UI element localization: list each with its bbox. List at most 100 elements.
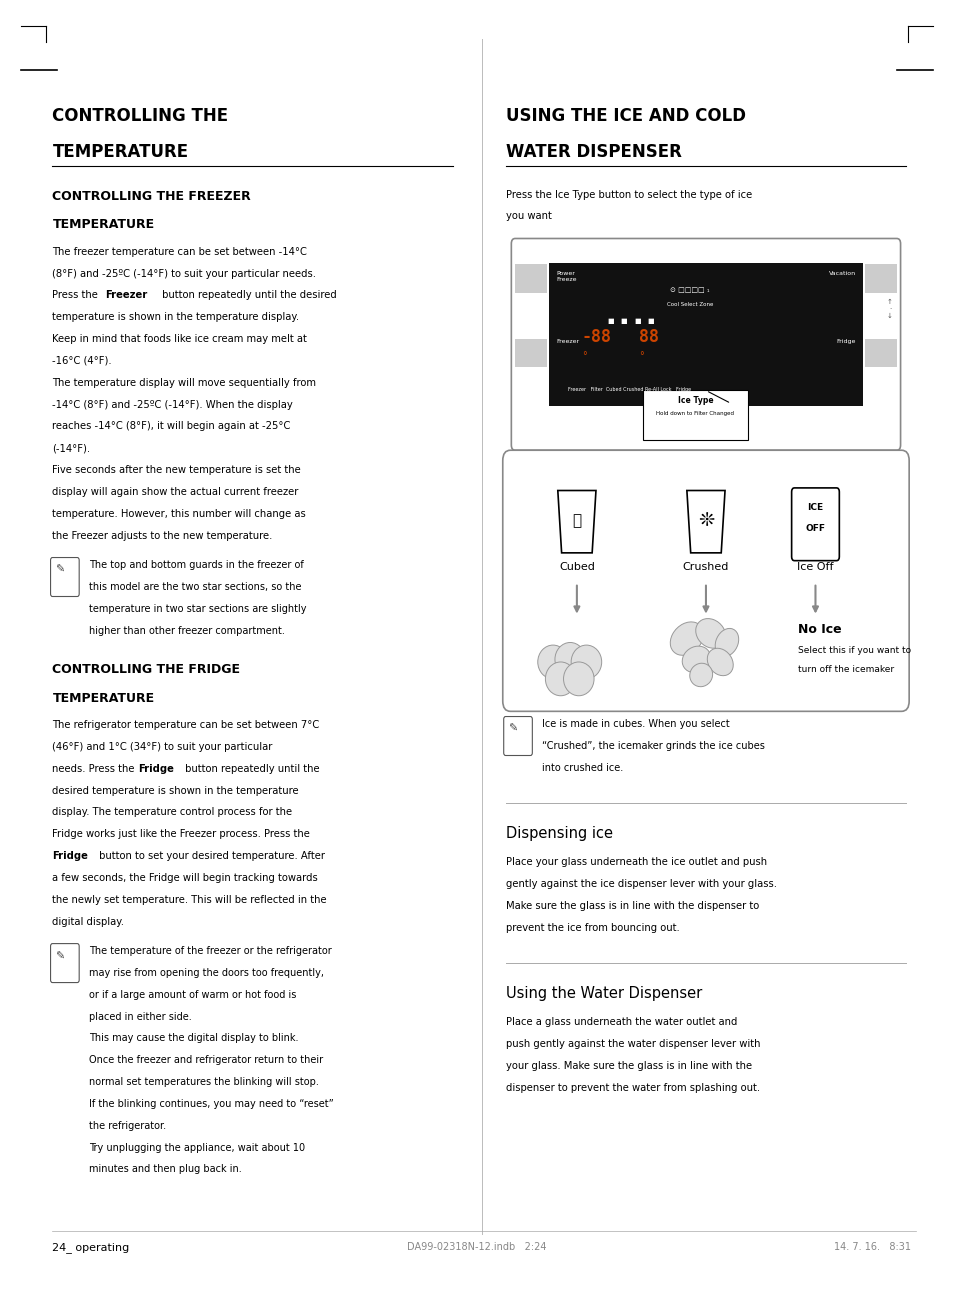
Text: Select this if you want to: Select this if you want to [798,647,910,656]
Text: DA99-02318N-12.indb   2:24: DA99-02318N-12.indb 2:24 [407,1242,546,1252]
Ellipse shape [670,622,702,655]
Text: dispenser to prevent the water from splashing out.: dispenser to prevent the water from spla… [505,1083,759,1092]
Text: temperature in two star sections are slightly: temperature in two star sections are sli… [89,604,306,613]
Text: this model are the two star sections, so the: this model are the two star sections, so… [89,582,301,592]
Text: reaches -14°C (8°F), it will begin again at -25°C: reaches -14°C (8°F), it will begin again… [52,421,291,431]
Ellipse shape [545,662,576,696]
Text: The refrigerator temperature can be set between 7°C: The refrigerator temperature can be set … [52,720,319,730]
Text: Press the Ice Type button to select the type of ice: Press the Ice Type button to select the … [505,190,751,200]
FancyBboxPatch shape [511,239,900,451]
Ellipse shape [537,646,568,679]
Text: Place a glass underneath the water outlet and: Place a glass underneath the water outle… [505,1017,737,1028]
Text: Once the freezer and refrigerator return to their: Once the freezer and refrigerator return… [89,1055,322,1065]
Text: The top and bottom guards in the freezer of: The top and bottom guards in the freezer… [89,560,303,570]
Text: button to set your desired temperature. After: button to set your desired temperature. … [96,851,325,861]
Text: WATER DISPENSER: WATER DISPENSER [505,143,680,161]
Text: OFF: OFF [804,523,824,533]
FancyBboxPatch shape [503,717,532,756]
Text: ❊: ❊ [697,511,714,530]
Text: ■: ■ [620,318,626,323]
Text: Freezer: Freezer [556,339,578,343]
Text: (-14°F).: (-14°F). [52,443,91,453]
Text: Keep in mind that foods like ice cream may melt at: Keep in mind that foods like ice cream m… [52,334,307,344]
Text: Make sure the glass is in line with the dispenser to: Make sure the glass is in line with the … [505,902,758,911]
Text: ICE: ICE [806,503,822,512]
Text: The temperature of the freezer or the refrigerator: The temperature of the freezer or the re… [89,946,331,956]
Text: “Crushed”, the icemaker grinds the ice cubes: “Crushed”, the icemaker grinds the ice c… [541,740,764,751]
Text: TEMPERATURE: TEMPERATURE [52,143,189,161]
Text: 14. 7. 16.   8:31: 14. 7. 16. 8:31 [833,1242,910,1252]
Text: a few seconds, the Fridge will begin tracking towards: a few seconds, the Fridge will begin tra… [52,873,318,883]
Ellipse shape [571,646,601,679]
Text: the Freezer adjusts to the new temperature.: the Freezer adjusts to the new temperatu… [52,530,273,540]
Text: digital display.: digital display. [52,917,124,926]
Text: prevent the ice from bouncing out.: prevent the ice from bouncing out. [505,922,679,933]
Ellipse shape [695,618,725,648]
Text: ⊙ □□□□ ₁: ⊙ □□□□ ₁ [670,287,709,292]
Text: into crushed ice.: into crushed ice. [541,763,622,773]
Text: Five seconds after the new temperature is set the: Five seconds after the new temperature i… [52,465,301,475]
Text: TEMPERATURE: TEMPERATURE [52,691,154,704]
Ellipse shape [706,648,733,675]
Text: your glass. Make sure the glass is in line with the: your glass. Make sure the glass is in li… [505,1061,751,1070]
Text: needs. Press the: needs. Press the [52,764,138,774]
Text: No Ice: No Ice [798,624,841,637]
Text: the newly set temperature. This will be reflected in the: the newly set temperature. This will be … [52,895,327,904]
Ellipse shape [563,662,594,696]
Text: CONTROLLING THE FRIDGE: CONTROLLING THE FRIDGE [52,662,240,675]
Text: °: ° [639,352,643,361]
Text: ■: ■ [647,318,653,323]
Text: the refrigerator.: the refrigerator. [89,1121,166,1130]
Text: -14°C (8°F) and -25ºC (-14°F). When the display: -14°C (8°F) and -25ºC (-14°F). When the … [52,400,293,409]
Text: The freezer temperature can be set between -14°C: The freezer temperature can be set betwe… [52,247,307,257]
Bar [864,265,896,294]
Text: gently against the ice dispenser lever with your glass.: gently against the ice dispenser lever w… [505,879,776,889]
Bar [864,339,896,368]
Text: Fridge: Fridge [836,339,855,343]
Bar [548,264,862,407]
Text: temperature is shown in the temperature display.: temperature is shown in the temperature … [52,312,299,322]
Text: desired temperature is shown in the temperature: desired temperature is shown in the temp… [52,786,299,795]
Text: The temperature display will move sequentially from: The temperature display will move sequen… [52,378,316,387]
Text: CONTROLLING THE FREEZER: CONTROLLING THE FREEZER [52,190,251,203]
Ellipse shape [689,664,712,687]
FancyBboxPatch shape [51,943,79,982]
Ellipse shape [681,646,710,673]
Text: ✎: ✎ [55,565,65,575]
Text: -16°C (4°F).: -16°C (4°F). [52,356,112,366]
FancyBboxPatch shape [791,488,839,561]
Text: Hold down to Filter Changed: Hold down to Filter Changed [656,412,734,416]
Text: ↑
·
↓: ↑ · ↓ [885,299,891,318]
Text: display. The temperature control process for the: display. The temperature control process… [52,808,293,817]
Text: or if a large amount of warm or hot food is: or if a large amount of warm or hot food… [89,990,295,1000]
Text: push gently against the water dispenser lever with: push gently against the water dispenser … [505,1039,760,1050]
Text: 24_ operating: 24_ operating [52,1242,130,1252]
Bar [515,339,546,368]
Text: you want: you want [505,212,551,221]
Text: Ice Off: Ice Off [797,562,833,572]
Text: normal set temperatures the blinking will stop.: normal set temperatures the blinking wil… [89,1077,318,1087]
Text: -88: -88 [581,329,611,346]
FancyBboxPatch shape [51,557,79,596]
Text: (46°F) and 1°C (34°F) to suit your particular: (46°F) and 1°C (34°F) to suit your parti… [52,742,273,752]
Text: °: ° [581,352,586,361]
Ellipse shape [715,629,738,656]
Text: Fridge works just like the Freezer process. Press the: Fridge works just like the Freezer proce… [52,829,310,839]
Text: Place your glass underneath the ice outlet and push: Place your glass underneath the ice outl… [505,857,766,868]
Text: turn off the icemaker: turn off the icemaker [798,665,894,674]
Text: (8°F) and -25ºC (-14°F) to suit your particular needs.: (8°F) and -25ºC (-14°F) to suit your par… [52,269,316,278]
Text: Vacation: Vacation [828,271,855,275]
Text: may rise from opening the doors too frequently,: may rise from opening the doors too freq… [89,968,323,978]
FancyBboxPatch shape [502,451,908,712]
Text: Dispensing ice: Dispensing ice [505,826,612,842]
Text: ✎: ✎ [55,951,65,961]
Text: If the blinking continues, you may need to “reset”: If the blinking continues, you may need … [89,1099,334,1109]
Text: Cool Select Zone: Cool Select Zone [666,303,713,307]
Text: ✎: ✎ [508,725,517,734]
Text: Freezer   Filter  Cubed Crushed Re-All Lock   Fridge: Freezer Filter Cubed Crushed Re-All Lock… [567,387,690,391]
Text: display will again show the actual current freezer: display will again show the actual curre… [52,487,298,496]
Text: Using the Water Dispenser: Using the Water Dispenser [505,986,701,1002]
Text: Try unplugging the appliance, wait about 10: Try unplugging the appliance, wait about… [89,1143,305,1152]
Text: 88: 88 [639,329,659,346]
Text: button repeatedly until the: button repeatedly until the [182,764,319,774]
